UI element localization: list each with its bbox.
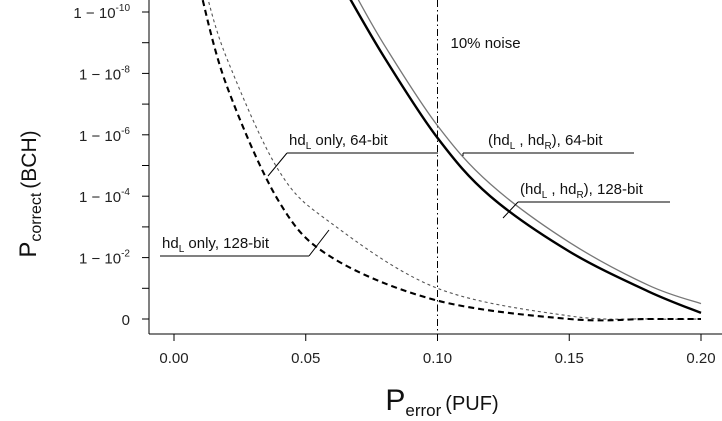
x-axis-title: Perror (PUF)	[385, 384, 498, 420]
annotation-label: (hdL , hdR), 64-bit	[488, 132, 603, 152]
annotation-label: hdL only, 128-bit	[162, 235, 270, 255]
annotation-hd128: hdL only, 128-bit	[160, 229, 330, 257]
y-tick-label-exp: -8	[121, 64, 130, 75]
noise-threshold-label: 10% noise	[451, 35, 521, 52]
x-tick-label: 0.20	[686, 350, 715, 367]
y-tick-label: 1 − 10-8	[79, 64, 130, 83]
annotation-text: only, 128-bit	[184, 235, 270, 252]
annotation-text: only, 64-bit	[311, 132, 388, 149]
x-tick-label: 0.15	[555, 350, 584, 367]
x-tick-label: 0.10	[423, 350, 452, 367]
y-tick-label: 1 − 10-4	[79, 187, 130, 206]
annotation-text: (hd	[520, 181, 542, 198]
annotation-pair64: (hdL , hdR), 64-bit	[462, 132, 634, 156]
annotation-subscript: L	[542, 190, 548, 201]
annotation-leader	[502, 201, 519, 219]
y-tick-label-base: 1 − 10	[79, 251, 121, 268]
noise-threshold: 10% noise	[437, 0, 521, 334]
series-line-3	[201, 0, 701, 322]
x-tick-label: 0.05	[291, 350, 320, 367]
y-tick-label-base: 1 − 10	[79, 66, 121, 83]
y-tick-label: 0	[122, 312, 130, 329]
annotation-leader	[267, 152, 288, 177]
annotation-label: hdL only, 64-bit	[289, 132, 389, 152]
annotation-pair128: (hdL , hdR), 128-bit	[502, 181, 670, 219]
annotation-text: , hd	[547, 181, 576, 198]
y-tick-label: 1 − 10-2	[79, 249, 130, 268]
series-line-2	[207, 0, 702, 320]
y-axis-title-main: P	[15, 242, 42, 258]
annotation-subscript: L	[306, 141, 312, 152]
y-tick-label-exp: -10	[116, 3, 131, 14]
series-line-0	[357, 0, 702, 305]
y-tick-label: 1 − 10-6	[79, 126, 130, 145]
y-tick-label: 1 − 10-10	[73, 3, 130, 22]
annotation-text: ), 128-bit	[584, 181, 644, 198]
annotation-subscript: L	[510, 141, 516, 152]
x-ticks: 0.00 0.05 0.10 0.15 0.20	[159, 334, 716, 367]
y-tick-label-base: 0	[122, 312, 130, 329]
x-tick-label: 0.00	[159, 350, 188, 367]
y-tick-label-exp: -6	[121, 126, 130, 137]
y-tick-label-base: 1 − 10	[79, 189, 121, 206]
y-tick-label-exp: -2	[121, 249, 130, 260]
annotation-leader	[308, 229, 330, 257]
annotation-subscript: L	[179, 244, 185, 255]
x-axis-title-suffix: (PUF)	[445, 393, 498, 415]
annotation-label: (hdL , hdR), 128-bit	[520, 181, 644, 201]
y-axis-title: Pcorrect (BCH)	[15, 130, 45, 257]
x-axis-title-main: P	[385, 384, 405, 417]
x-axis-title-sub: error	[405, 401, 441, 420]
y-tick-label-base: 1 − 10	[73, 5, 115, 22]
annotation-subscript: R	[544, 141, 551, 152]
annotation-text: (hd	[488, 132, 510, 149]
annotation-text: hd	[162, 235, 179, 252]
y-axis-title-sub: correct	[28, 192, 45, 241]
annotation-hd64: hdL only, 64-bit	[267, 132, 438, 177]
annotation-text: , hd	[515, 132, 544, 149]
y-ticks: 1 − 10-101 − 10-81 − 10-61 − 10-41 − 10-…	[73, 3, 149, 329]
annotation-text: hd	[289, 132, 306, 149]
annotation-subscript: R	[576, 190, 583, 201]
plot-frame	[148, 0, 722, 335]
annotation-text: ), 64-bit	[552, 132, 604, 149]
series	[201, 0, 702, 322]
y-tick-label-base: 1 − 10	[79, 128, 121, 145]
series-line-1	[349, 0, 702, 315]
y-tick-label-exp: -4	[121, 187, 130, 198]
y-axis-title-suffix: (BCH)	[18, 130, 41, 188]
